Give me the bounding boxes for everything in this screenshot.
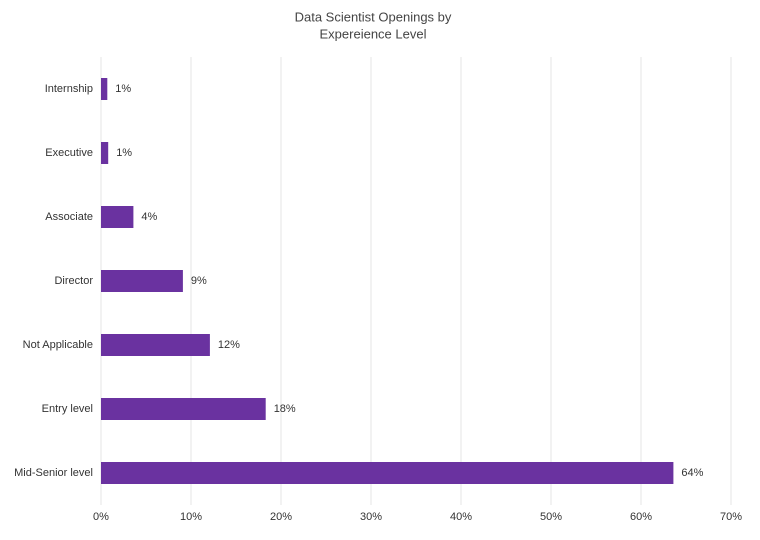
y-tick-label: Associate [45, 211, 93, 223]
chart-title: Data Scientist Openings by [295, 9, 452, 24]
bar [101, 462, 674, 484]
x-tick-label: 20% [270, 511, 292, 523]
y-tick-label: Not Applicable [23, 339, 93, 351]
data-label: 64% [681, 467, 703, 479]
x-tick-label: 70% [720, 511, 742, 523]
y-tick-label: Internship [45, 83, 93, 95]
x-tick-label: 30% [360, 511, 382, 523]
x-tick-label: 0% [93, 511, 109, 523]
bar [101, 398, 266, 420]
y-tick-label: Entry level [42, 403, 93, 415]
y-tick-label: Director [54, 275, 93, 287]
x-tick-label: 60% [630, 511, 652, 523]
data-label: 4% [141, 211, 157, 223]
data-label: 12% [218, 339, 240, 351]
data-label: 1% [115, 83, 131, 95]
x-tick-label: 10% [180, 511, 202, 523]
bar [101, 334, 210, 356]
bar [101, 142, 109, 164]
bar [101, 206, 134, 228]
data-label: 9% [191, 275, 207, 287]
x-tick-label: 40% [450, 511, 472, 523]
y-tick-label: Executive [45, 147, 93, 159]
data-label: 18% [274, 403, 296, 415]
bar [101, 78, 108, 100]
chart-title: Expereience Level [320, 26, 427, 41]
data-label: 1% [116, 147, 132, 159]
bar [101, 270, 183, 292]
y-tick-label: Mid-Senior level [14, 467, 93, 479]
x-tick-label: 50% [540, 511, 562, 523]
